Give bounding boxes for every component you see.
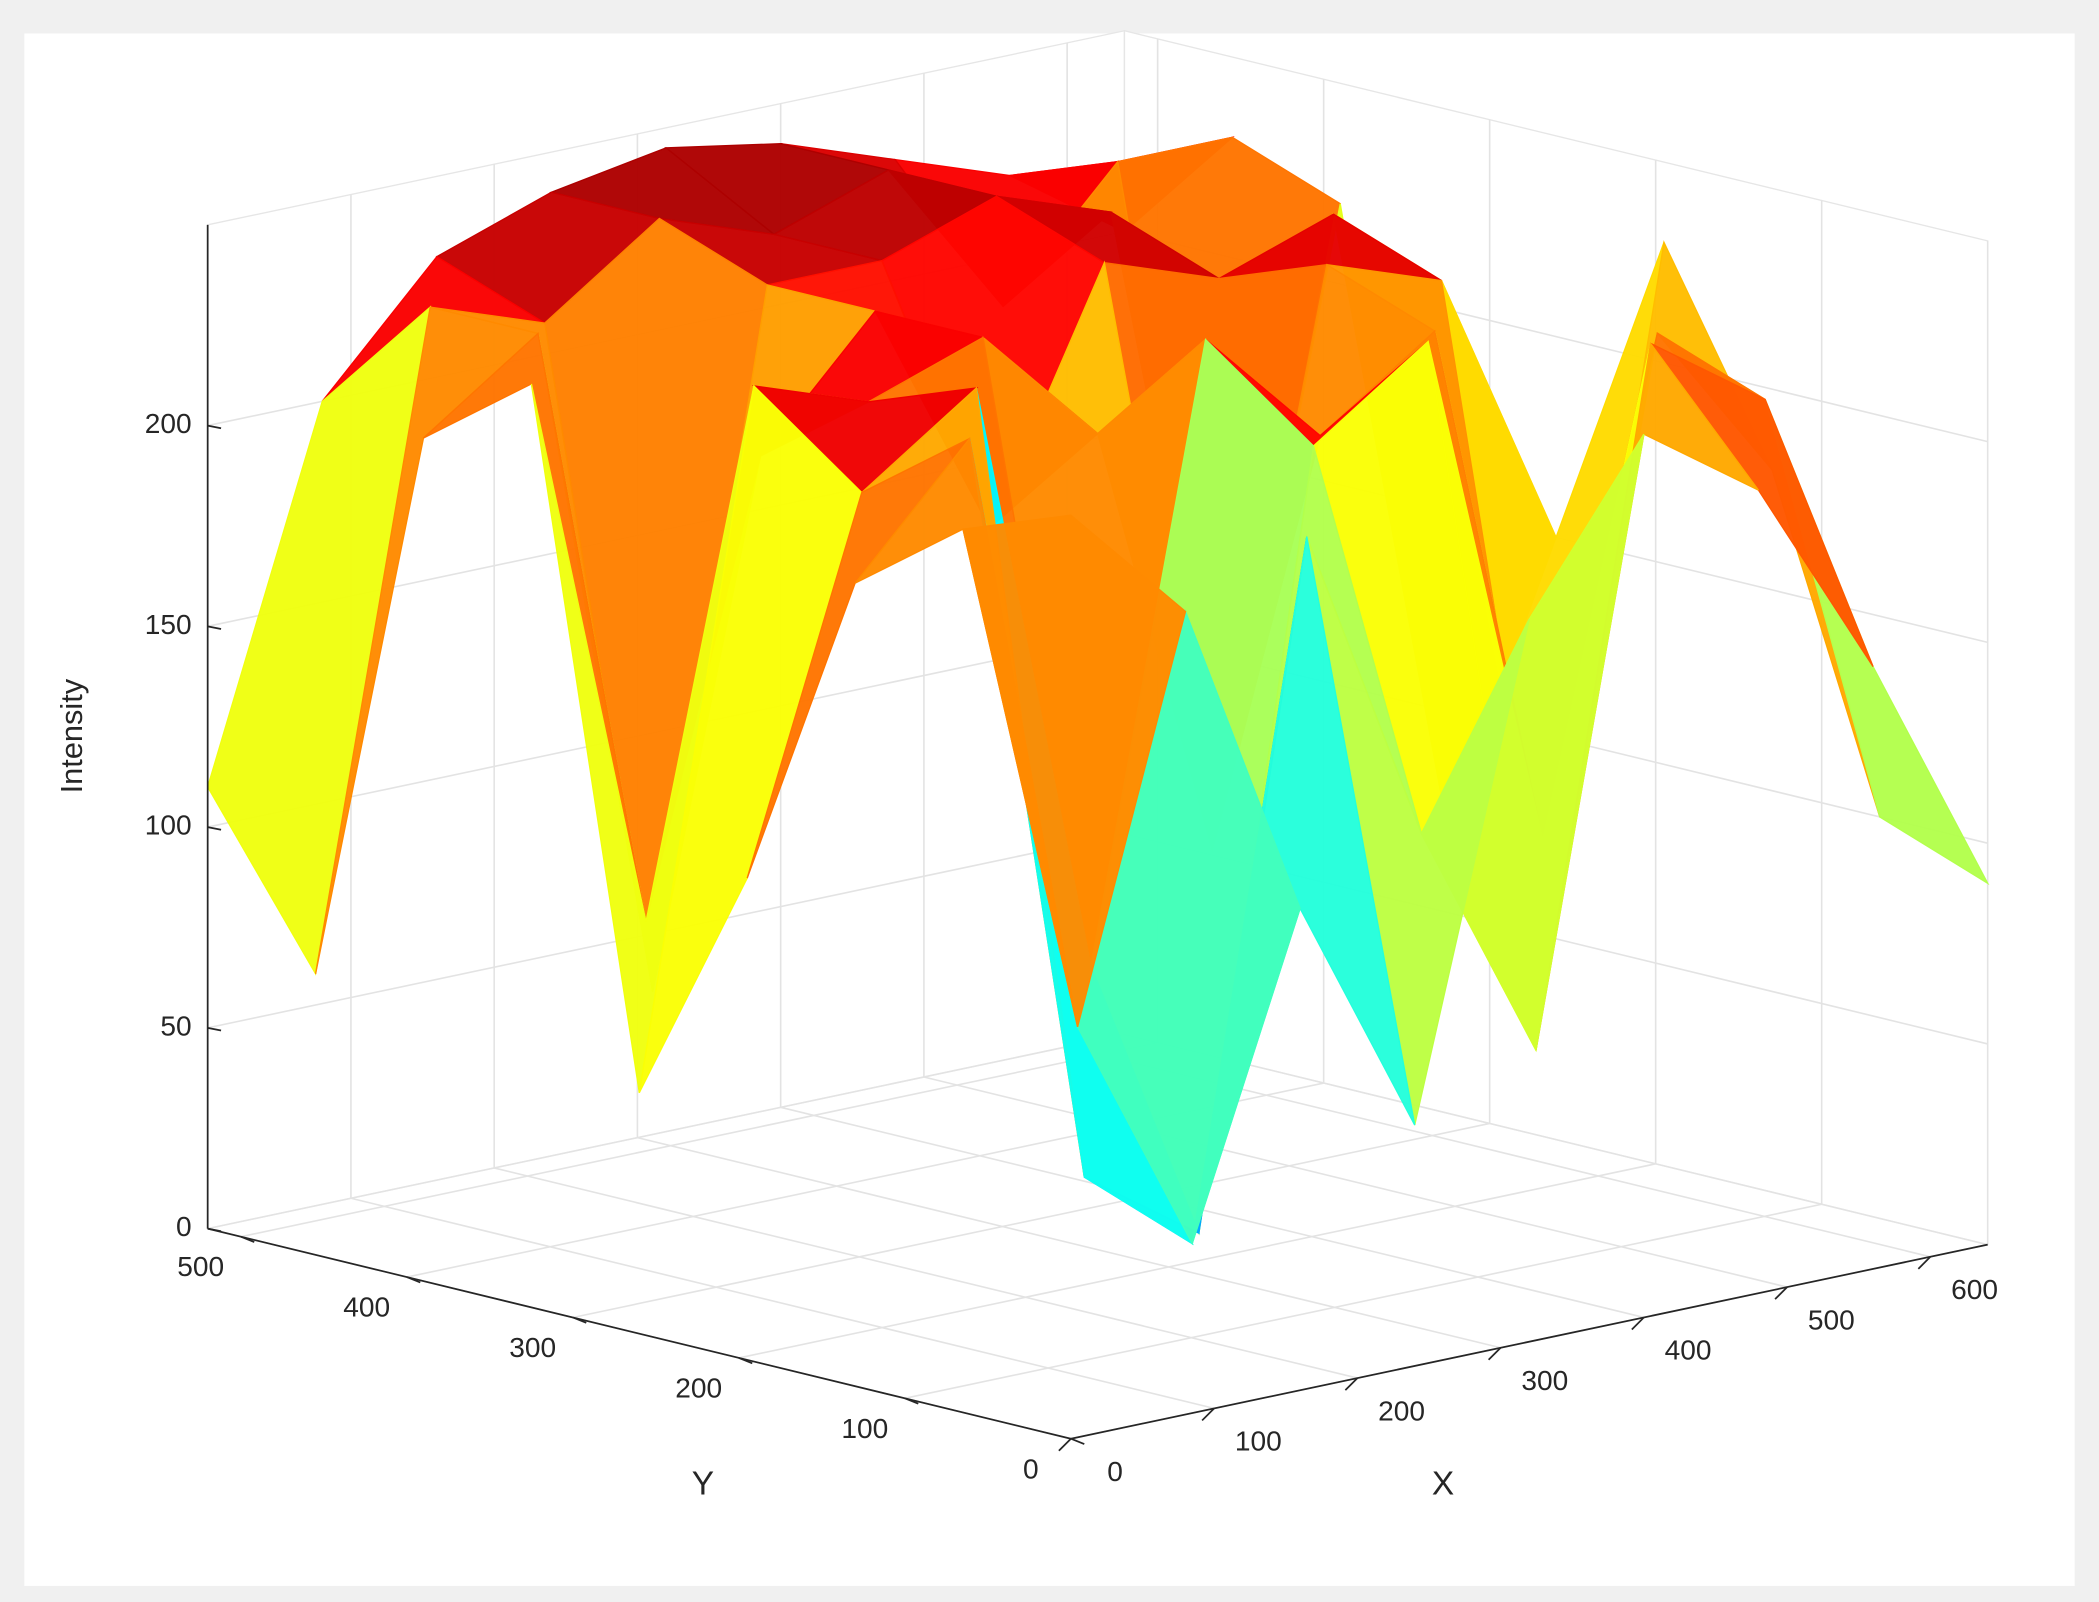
z-tick-label: 0 — [176, 1211, 192, 1242]
x-tick — [1201, 1407, 1215, 1422]
x-tick-label: 600 — [1951, 1274, 1998, 1305]
y-tick-label: 100 — [841, 1413, 888, 1444]
grid-line — [923, 1076, 1788, 1288]
y-tick-label: 200 — [675, 1372, 722, 1403]
x-tick — [1917, 1256, 1931, 1270]
x-axis-line — [1070, 1243, 1988, 1440]
x-tick — [1058, 1438, 1072, 1452]
y-tick-label: 400 — [343, 1292, 390, 1323]
x-tick — [1344, 1377, 1359, 1391]
grid-line — [572, 1122, 1490, 1319]
y-axis-line — [207, 1227, 1072, 1440]
y-tick-label: 0 — [1023, 1453, 1039, 1484]
x-tick-label: 300 — [1521, 1365, 1568, 1396]
z-tick — [207, 625, 222, 630]
z-tick — [207, 424, 222, 430]
x-tick-label: 200 — [1378, 1395, 1425, 1426]
grid-line — [240, 1041, 1158, 1238]
x-tick-label: 400 — [1665, 1335, 1712, 1366]
grid-line — [904, 1203, 1822, 1400]
x-tick — [1487, 1347, 1502, 1361]
grid-line — [350, 1197, 1215, 1410]
y-tick — [738, 1357, 753, 1365]
y-tick — [1070, 1437, 1085, 1445]
z-tick-label: 200 — [145, 408, 192, 439]
y-tick-label: 300 — [509, 1332, 556, 1363]
y-axis-label: Y — [692, 1465, 714, 1502]
grid-line — [1124, 1033, 1988, 1246]
grid-line — [780, 1106, 1645, 1319]
y-tick-label: 500 — [177, 1251, 224, 1282]
y-tick — [240, 1235, 255, 1243]
grid-line — [493, 1167, 1358, 1379]
y-tick — [406, 1276, 421, 1284]
z-axis-label: Intensity — [54, 678, 89, 793]
x-tick — [1774, 1286, 1788, 1300]
grid-line — [738, 1163, 1656, 1359]
x-tick-label: 0 — [1107, 1456, 1123, 1487]
y-tick — [572, 1316, 587, 1324]
grid-line — [637, 1136, 1501, 1349]
z-tick-label: 50 — [160, 1010, 191, 1041]
x-tick — [1631, 1316, 1645, 1331]
y-tick — [904, 1397, 919, 1405]
x-axis-label: X — [1432, 1465, 1454, 1502]
z-tick — [207, 1227, 222, 1233]
z-tick — [207, 1026, 222, 1032]
z-tick-label: 100 — [145, 810, 192, 841]
surface-patch — [962, 514, 1187, 1028]
x-tick-label: 500 — [1808, 1304, 1855, 1335]
x-tick-label: 100 — [1235, 1426, 1282, 1457]
z-tick — [207, 826, 222, 831]
grid-line — [207, 1033, 1125, 1230]
z-tick-label: 150 — [145, 609, 192, 640]
